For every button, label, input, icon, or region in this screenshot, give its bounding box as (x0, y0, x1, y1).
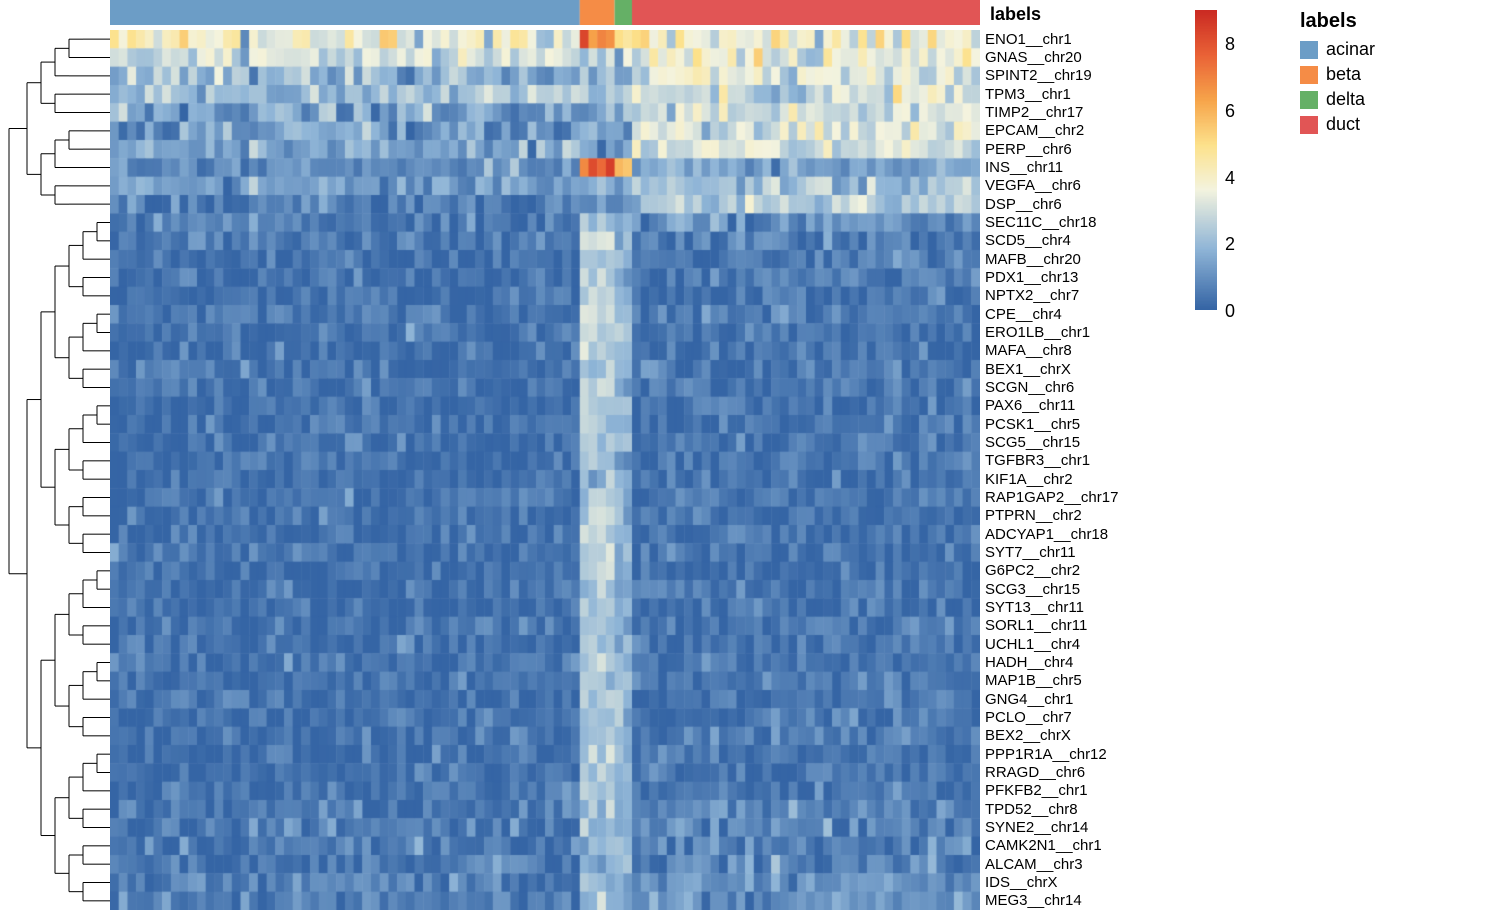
row-label: TGFBR3__chr1 (985, 453, 1090, 468)
row-label: ENO1__chr1 (985, 32, 1072, 47)
row-label: ADCYAP1__chr18 (985, 527, 1108, 542)
row-label: PERP__chr6 (985, 142, 1072, 157)
row-dendrogram (5, 30, 110, 910)
colorbar-tick: 0 (1225, 301, 1235, 322)
row-label: GNAS__chr20 (985, 50, 1082, 65)
row-label: PCLO__chr7 (985, 710, 1072, 725)
row-label: MEG3__chr14 (985, 893, 1082, 908)
row-label: KIF1A__chr2 (985, 472, 1073, 487)
row-label: RRAGD__chr6 (985, 765, 1085, 780)
row-label: RAP1GAP2__chr17 (985, 490, 1118, 505)
row-label: CPE__chr4 (985, 307, 1062, 322)
legend-item: acinar (1300, 39, 1375, 60)
row-label: TPM3__chr1 (985, 87, 1071, 102)
colorbar (1195, 10, 1217, 310)
row-label: INS__chr11 (985, 160, 1063, 175)
colorbar-tick: 2 (1225, 234, 1235, 255)
legend-item: beta (1300, 64, 1375, 85)
row-label: PTPRN__chr2 (985, 508, 1082, 523)
row-label: BEX1__chrX (985, 362, 1071, 377)
legend-label: duct (1326, 114, 1360, 135)
row-label: PPP1R1A__chr12 (985, 747, 1107, 762)
row-label: MAFA__chr8 (985, 343, 1072, 358)
row-label: CAMK2N1__chr1 (985, 838, 1102, 853)
row-label: IDS__chrX (985, 875, 1058, 890)
colorbar-tick: 8 (1225, 34, 1235, 55)
legend-item: delta (1300, 89, 1375, 110)
legend-swatch (1300, 66, 1318, 84)
row-label: SORL1__chr11 (985, 618, 1087, 633)
column-annotation-bar (110, 0, 980, 25)
row-label: PFKFB2__chr1 (985, 783, 1088, 798)
row-label: VEGFA__chr6 (985, 178, 1081, 193)
row-label: HADH__chr4 (985, 655, 1073, 670)
annotation-title: labels (990, 4, 1041, 25)
row-label: BEX2__chrX (985, 728, 1071, 743)
row-label: SYT13__chr11 (985, 600, 1084, 615)
row-label: TIMP2__chr17 (985, 105, 1083, 120)
colorbar-tick: 6 (1225, 101, 1235, 122)
legend-label: beta (1326, 64, 1361, 85)
label-legend: labels acinar beta delta duct (1300, 10, 1375, 139)
heatmap (110, 30, 980, 910)
row-label: SPINT2__chr19 (985, 68, 1092, 83)
row-label: MAFB__chr20 (985, 252, 1081, 267)
row-label: GNG4__chr1 (985, 692, 1073, 707)
row-label: G6PC2__chr2 (985, 563, 1080, 578)
row-label: PAX6__chr11 (985, 398, 1075, 413)
row-label: ERO1LB__chr1 (985, 325, 1090, 340)
legend-swatch (1300, 91, 1318, 109)
legend-label: delta (1326, 89, 1365, 110)
legend-item: duct (1300, 114, 1375, 135)
row-label: SYT7__chr11 (985, 545, 1076, 560)
colorbar-tick: 4 (1225, 168, 1235, 189)
row-label: MAP1B__chr5 (985, 673, 1082, 688)
legend-swatch (1300, 41, 1318, 59)
row-label: SCG3__chr15 (985, 582, 1080, 597)
row-label: EPCAM__chr2 (985, 123, 1084, 138)
row-label: SCG5__chr15 (985, 435, 1080, 450)
row-label: DSP__chr6 (985, 197, 1062, 212)
row-label: UCHL1__chr4 (985, 637, 1080, 652)
row-label: PDX1__chr13 (985, 270, 1078, 285)
row-label: SCGN__chr6 (985, 380, 1074, 395)
row-label: ALCAM__chr3 (985, 857, 1083, 872)
legend-label: acinar (1326, 39, 1375, 60)
row-label: NPTX2__chr7 (985, 288, 1079, 303)
row-label: SEC11C__chr18 (985, 215, 1096, 230)
row-label: SYNE2__chr14 (985, 820, 1088, 835)
legend-title: labels (1300, 10, 1375, 33)
row-label: TPD52__chr8 (985, 802, 1078, 817)
figure-container: labels ENO1__chr1 GNAS__chr20 SPINT2__chr19… (0, 0, 1500, 920)
legend-swatch (1300, 116, 1318, 134)
row-label: SCD5__chr4 (985, 233, 1071, 248)
row-label: PCSK1__chr5 (985, 417, 1080, 432)
